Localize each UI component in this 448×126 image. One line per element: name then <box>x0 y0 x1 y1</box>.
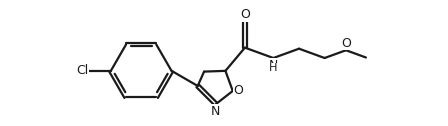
Text: O: O <box>341 37 351 50</box>
Text: N: N <box>211 105 220 118</box>
Text: O: O <box>240 8 250 21</box>
Text: Cl: Cl <box>76 64 88 77</box>
Text: N: N <box>269 59 278 72</box>
Text: O: O <box>233 84 243 97</box>
Text: H: H <box>269 64 278 73</box>
